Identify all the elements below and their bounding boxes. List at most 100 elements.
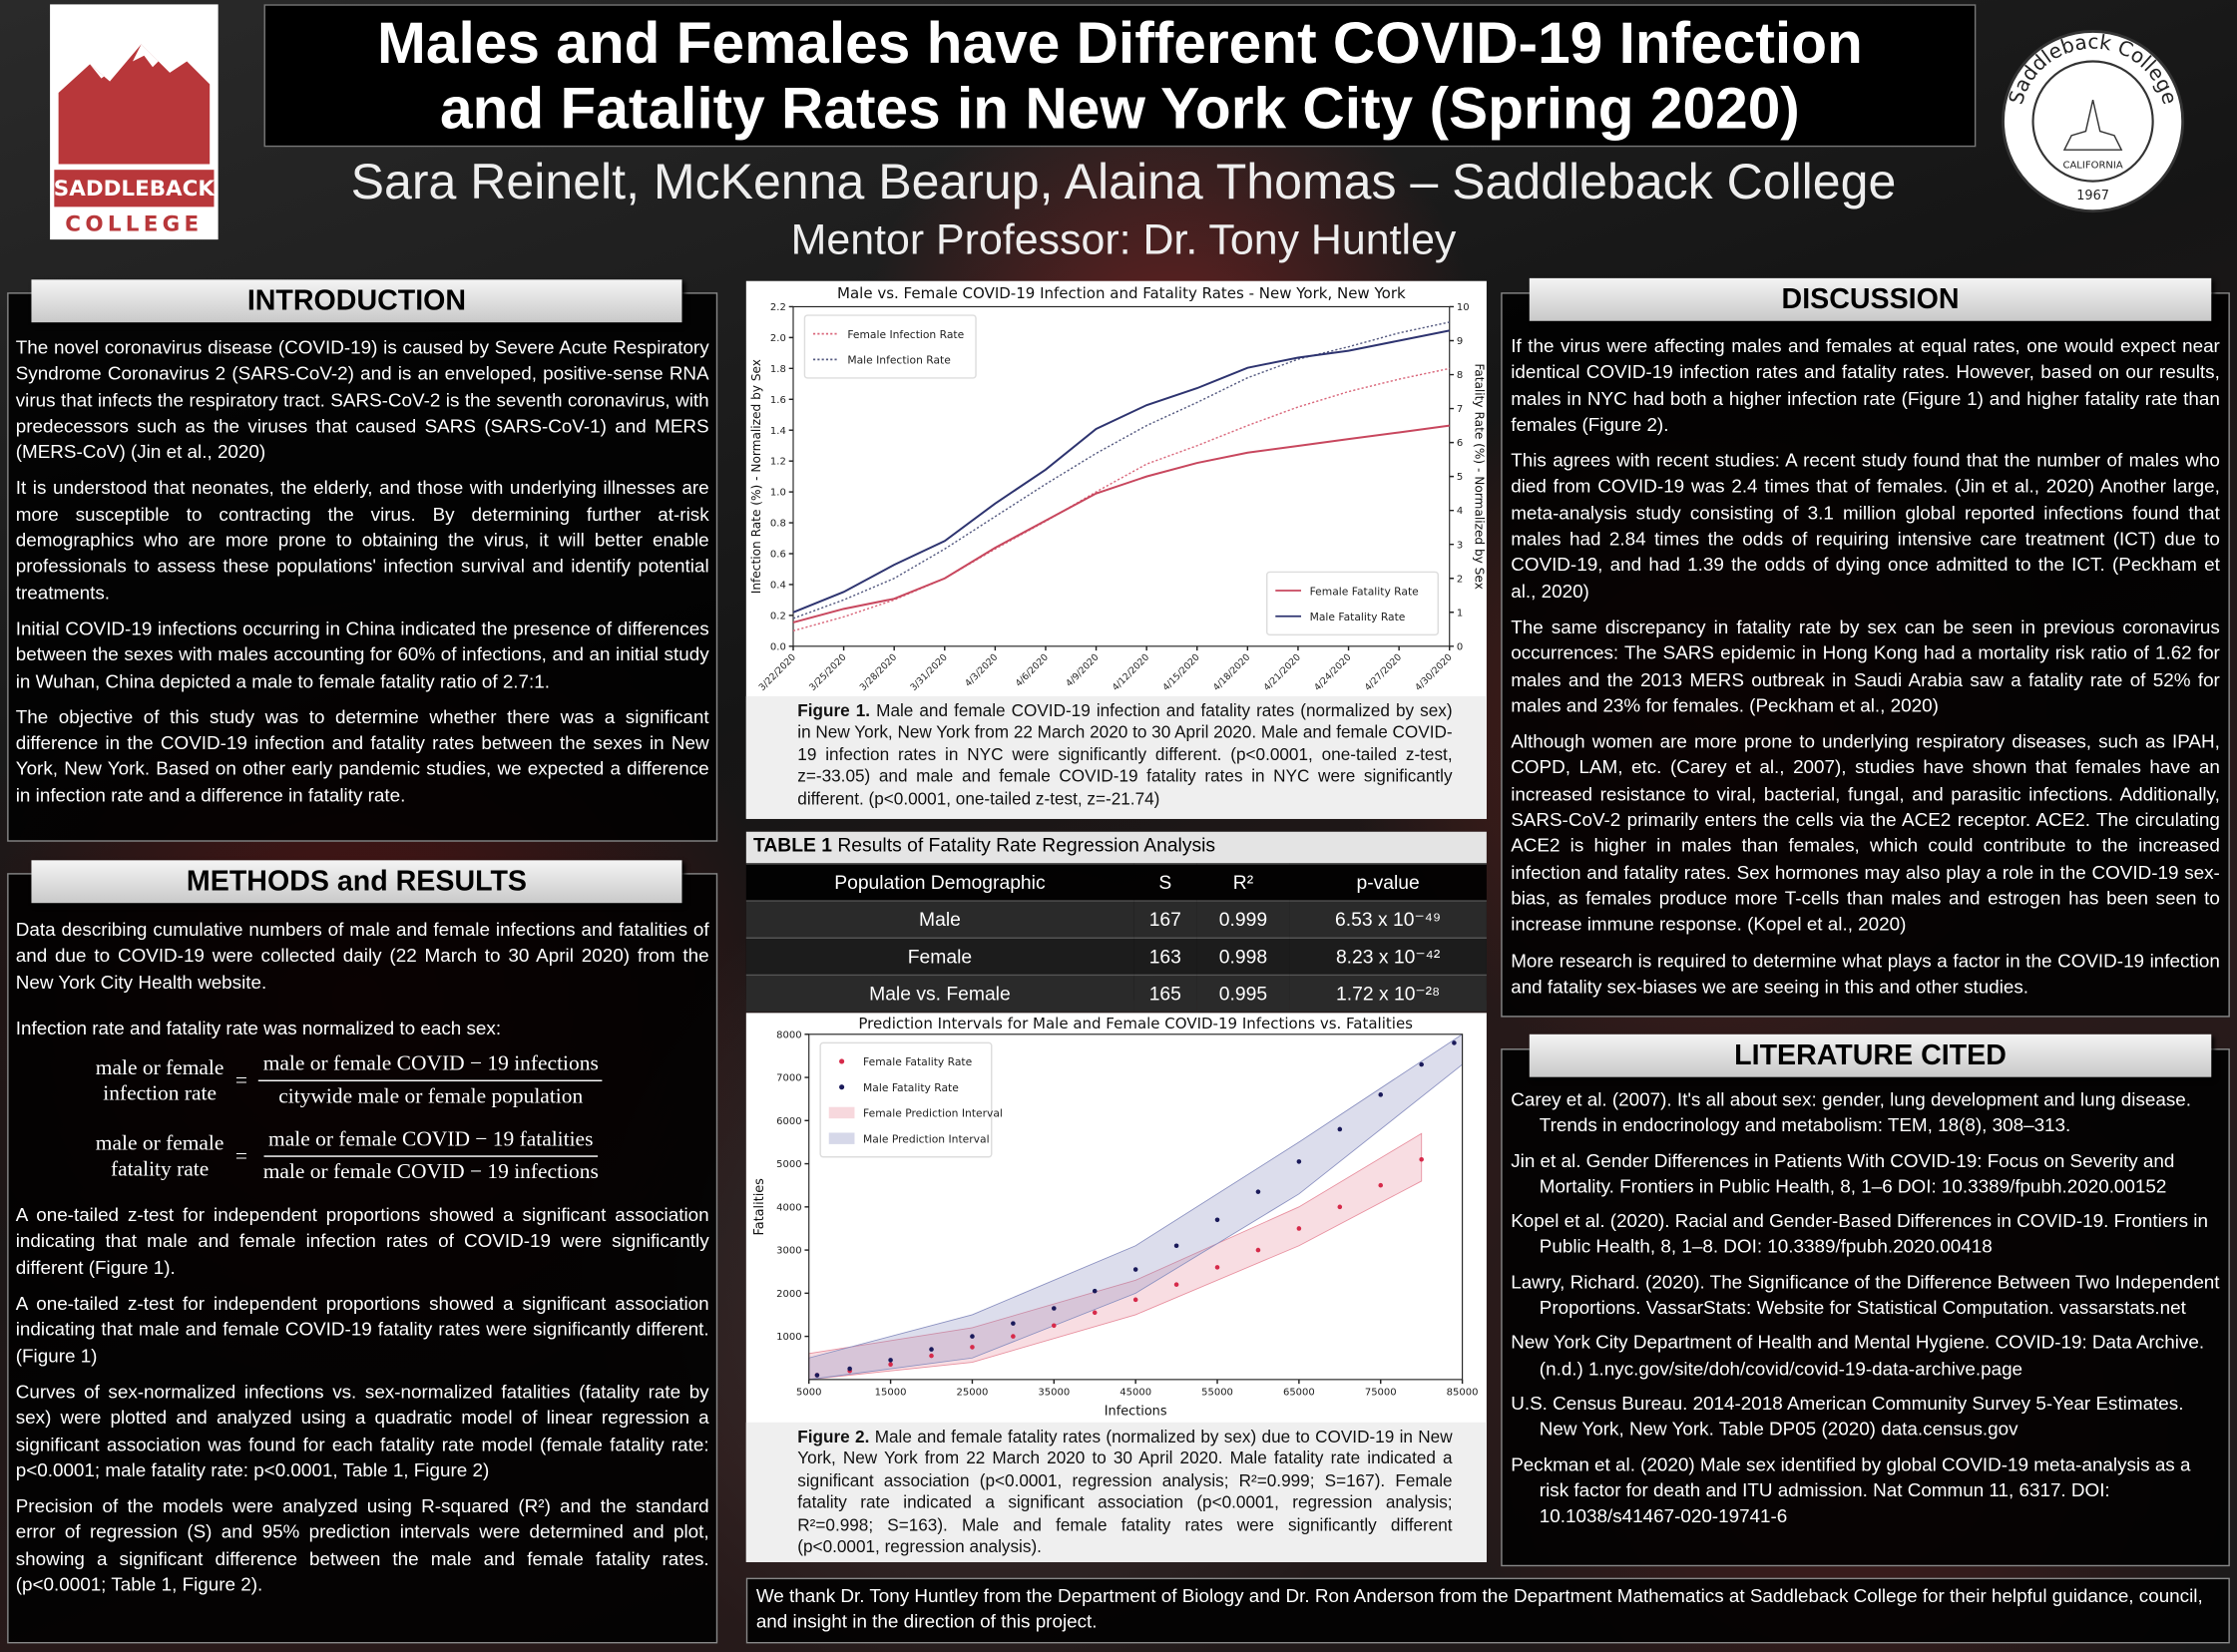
legend-swatch <box>828 1106 855 1119</box>
x-axis-label: Infections <box>1105 1405 1167 1420</box>
x-tick-label: 15000 <box>875 1388 907 1399</box>
figure-2: Prediction Intervals for Male and Female… <box>745 1013 1487 1562</box>
column-header: Population Demographic <box>745 863 1134 902</box>
data-point <box>970 1345 975 1350</box>
y2-tick-label: 2 <box>1457 574 1463 585</box>
introduction-body: The novel coronavirus disease (COVID-19)… <box>16 335 709 809</box>
x-tick-label: 4/6/2020 <box>1014 652 1051 689</box>
x-tick-label: 4/15/2020 <box>1160 652 1201 693</box>
prediction-interval <box>808 1132 1423 1381</box>
chart: Prediction Intervals for Male and Female… <box>752 1015 1479 1420</box>
table-cell: 0.998 <box>1196 937 1290 976</box>
paragraph: More research is required to determine w… <box>1511 949 2220 998</box>
paragraph: The same discrepancy in fatality rate by… <box>1511 616 2220 716</box>
fraction: male or female COVID − 19 infections city… <box>258 1051 604 1110</box>
data-point <box>1173 1243 1179 1249</box>
x-tick-label: 3/28/2020 <box>858 652 899 693</box>
seal-emblem <box>2062 99 2123 151</box>
seal-ring <box>2031 60 2154 183</box>
x-tick-label: 55000 <box>1201 1388 1233 1399</box>
x-tick-label: 45000 <box>1119 1388 1151 1399</box>
data-point <box>1092 1310 1098 1316</box>
paragraph: A one-tailed z-test for independent prop… <box>15 1204 709 1279</box>
legend-label: Female Fatality Rate <box>1310 585 1420 598</box>
x-tick-label: 4/27/2020 <box>1363 652 1404 693</box>
equation-sign: = <box>234 1069 247 1092</box>
y-axis-label: Infection Rate (%) - Normalized by Sex <box>749 359 763 594</box>
y2-tick-label: 1 <box>1457 608 1463 619</box>
equation-text: male or female <box>95 1132 224 1155</box>
table-cell: 8.23 x 10⁻⁴² <box>1289 937 1487 976</box>
table: Population Demographic S R² p-value Male 167 0… <box>745 863 1487 1012</box>
paragraph: Data describing cumulative numbers of ma… <box>15 918 709 993</box>
logo-snow <box>132 44 159 68</box>
legend-label: Male Fatality Rate <box>863 1081 959 1094</box>
section-heading: INTRODUCTION <box>31 279 682 323</box>
reference: New York City Department of Health and M… <box>1511 1331 2205 1380</box>
denominator: citywide male or female population <box>278 1085 584 1109</box>
reference: Kopel et al. (2020). Racial and Gender-B… <box>1511 1209 2208 1258</box>
y2-tick-label: 9 <box>1457 336 1463 347</box>
data-point <box>814 1373 820 1378</box>
reference: Peckman et al. (2020) Male sex identifie… <box>1511 1452 2191 1527</box>
x-tick-label: 4/21/2020 <box>1261 652 1302 693</box>
table-cell: Male vs. Female <box>745 974 1134 1012</box>
x-tick-label: 25000 <box>957 1388 989 1399</box>
y-tick-label: 3000 <box>776 1246 801 1257</box>
table-cell: 163 <box>1133 937 1197 976</box>
legend-label: Male Fatality Rate <box>1310 611 1406 623</box>
data-point <box>1011 1321 1016 1326</box>
column-header: S <box>1133 863 1197 902</box>
equation: male or female fatality rate = male or fema… <box>96 1127 709 1186</box>
table-cell: 0.995 <box>1196 974 1290 1012</box>
data-point <box>1052 1306 1057 1311</box>
x-tick-label: 4/30/2020 <box>1413 652 1454 693</box>
table-row: Male 167 0.999 6.53 x 10⁻⁴⁹ <box>745 900 1487 939</box>
equation-lhs: male or female fatality rate <box>96 1131 224 1182</box>
paragraph: Curves of sex-normalized infections vs. … <box>15 1381 709 1481</box>
data-point <box>1337 1126 1343 1132</box>
table-cell: 165 <box>1133 974 1197 1012</box>
data-point <box>970 1334 975 1339</box>
legend-swatch <box>839 1084 845 1090</box>
table-cell: 167 <box>1133 900 1197 939</box>
table-cell: Female <box>745 937 1134 976</box>
legend-label: Female Prediction Interval <box>863 1107 1003 1120</box>
data-point <box>1296 1226 1302 1231</box>
reference: Jin et al. Gender Differences in Patient… <box>1511 1149 2175 1197</box>
paragraph: If the virus were affecting males and fe… <box>1511 335 2220 436</box>
table-label: TABLE 1 <box>752 834 832 857</box>
reference: U.S. Census Bureau. 2014-2018 American C… <box>1511 1392 2184 1441</box>
x-tick-label: 4/3/2020 <box>963 652 1000 689</box>
y2-tick-label: 5 <box>1457 472 1463 483</box>
data-point <box>1255 1247 1261 1253</box>
y-tick-label: 1.2 <box>770 457 786 468</box>
caption-label: Figure 1. <box>797 700 871 721</box>
methods-body: Data describing cumulative numbers of ma… <box>16 918 709 1599</box>
y2-tick-label: 8 <box>1457 370 1463 381</box>
x-tick-label: 4/24/2020 <box>1312 652 1353 693</box>
equation-sign: = <box>234 1144 247 1168</box>
x-tick-label: 4/18/2020 <box>1211 652 1252 693</box>
literature-panel: Carey et al. (2007). It's all about sex:… <box>1501 1048 2230 1567</box>
table-row: Female 163 0.998 8.23 x 10⁻⁴² <box>745 937 1487 976</box>
mentor: Mentor Professor: Dr. Tony Huntley <box>790 216 1457 264</box>
y-tick-label: 1.4 <box>770 426 786 437</box>
paragraph: A one-tailed z-test for independent prop… <box>15 1292 709 1367</box>
y2-tick-label: 7 <box>1457 404 1463 415</box>
reference: Carey et al. (2007). It's all about sex:… <box>1511 1088 2192 1136</box>
y-axis-label: Fatalities <box>752 1178 767 1236</box>
legend-label: Female Infection Rate <box>847 328 964 341</box>
logo-text: SADDLEBACK <box>54 177 217 202</box>
y2-tick-label: 0 <box>1457 641 1463 652</box>
y-tick-label: 6000 <box>776 1116 801 1127</box>
x-tick-label: 4/12/2020 <box>1111 652 1151 693</box>
equation: male or female infection rate = male or fem… <box>96 1051 709 1110</box>
authors: Sara Reinelt, McKenna Bearup, Alaina Tho… <box>350 154 1897 210</box>
table-cell: 0.999 <box>1196 900 1290 939</box>
discussion-panel: If the virus were affecting males and fe… <box>1501 292 2230 1018</box>
title-line: Males and Females have Different COVID-1… <box>377 10 1863 76</box>
figure-caption: Figure 2. Male and female fatality rates… <box>745 1422 1487 1562</box>
paragraph: It is understood that neonates, the elde… <box>15 477 709 604</box>
data-point <box>1296 1159 1302 1164</box>
